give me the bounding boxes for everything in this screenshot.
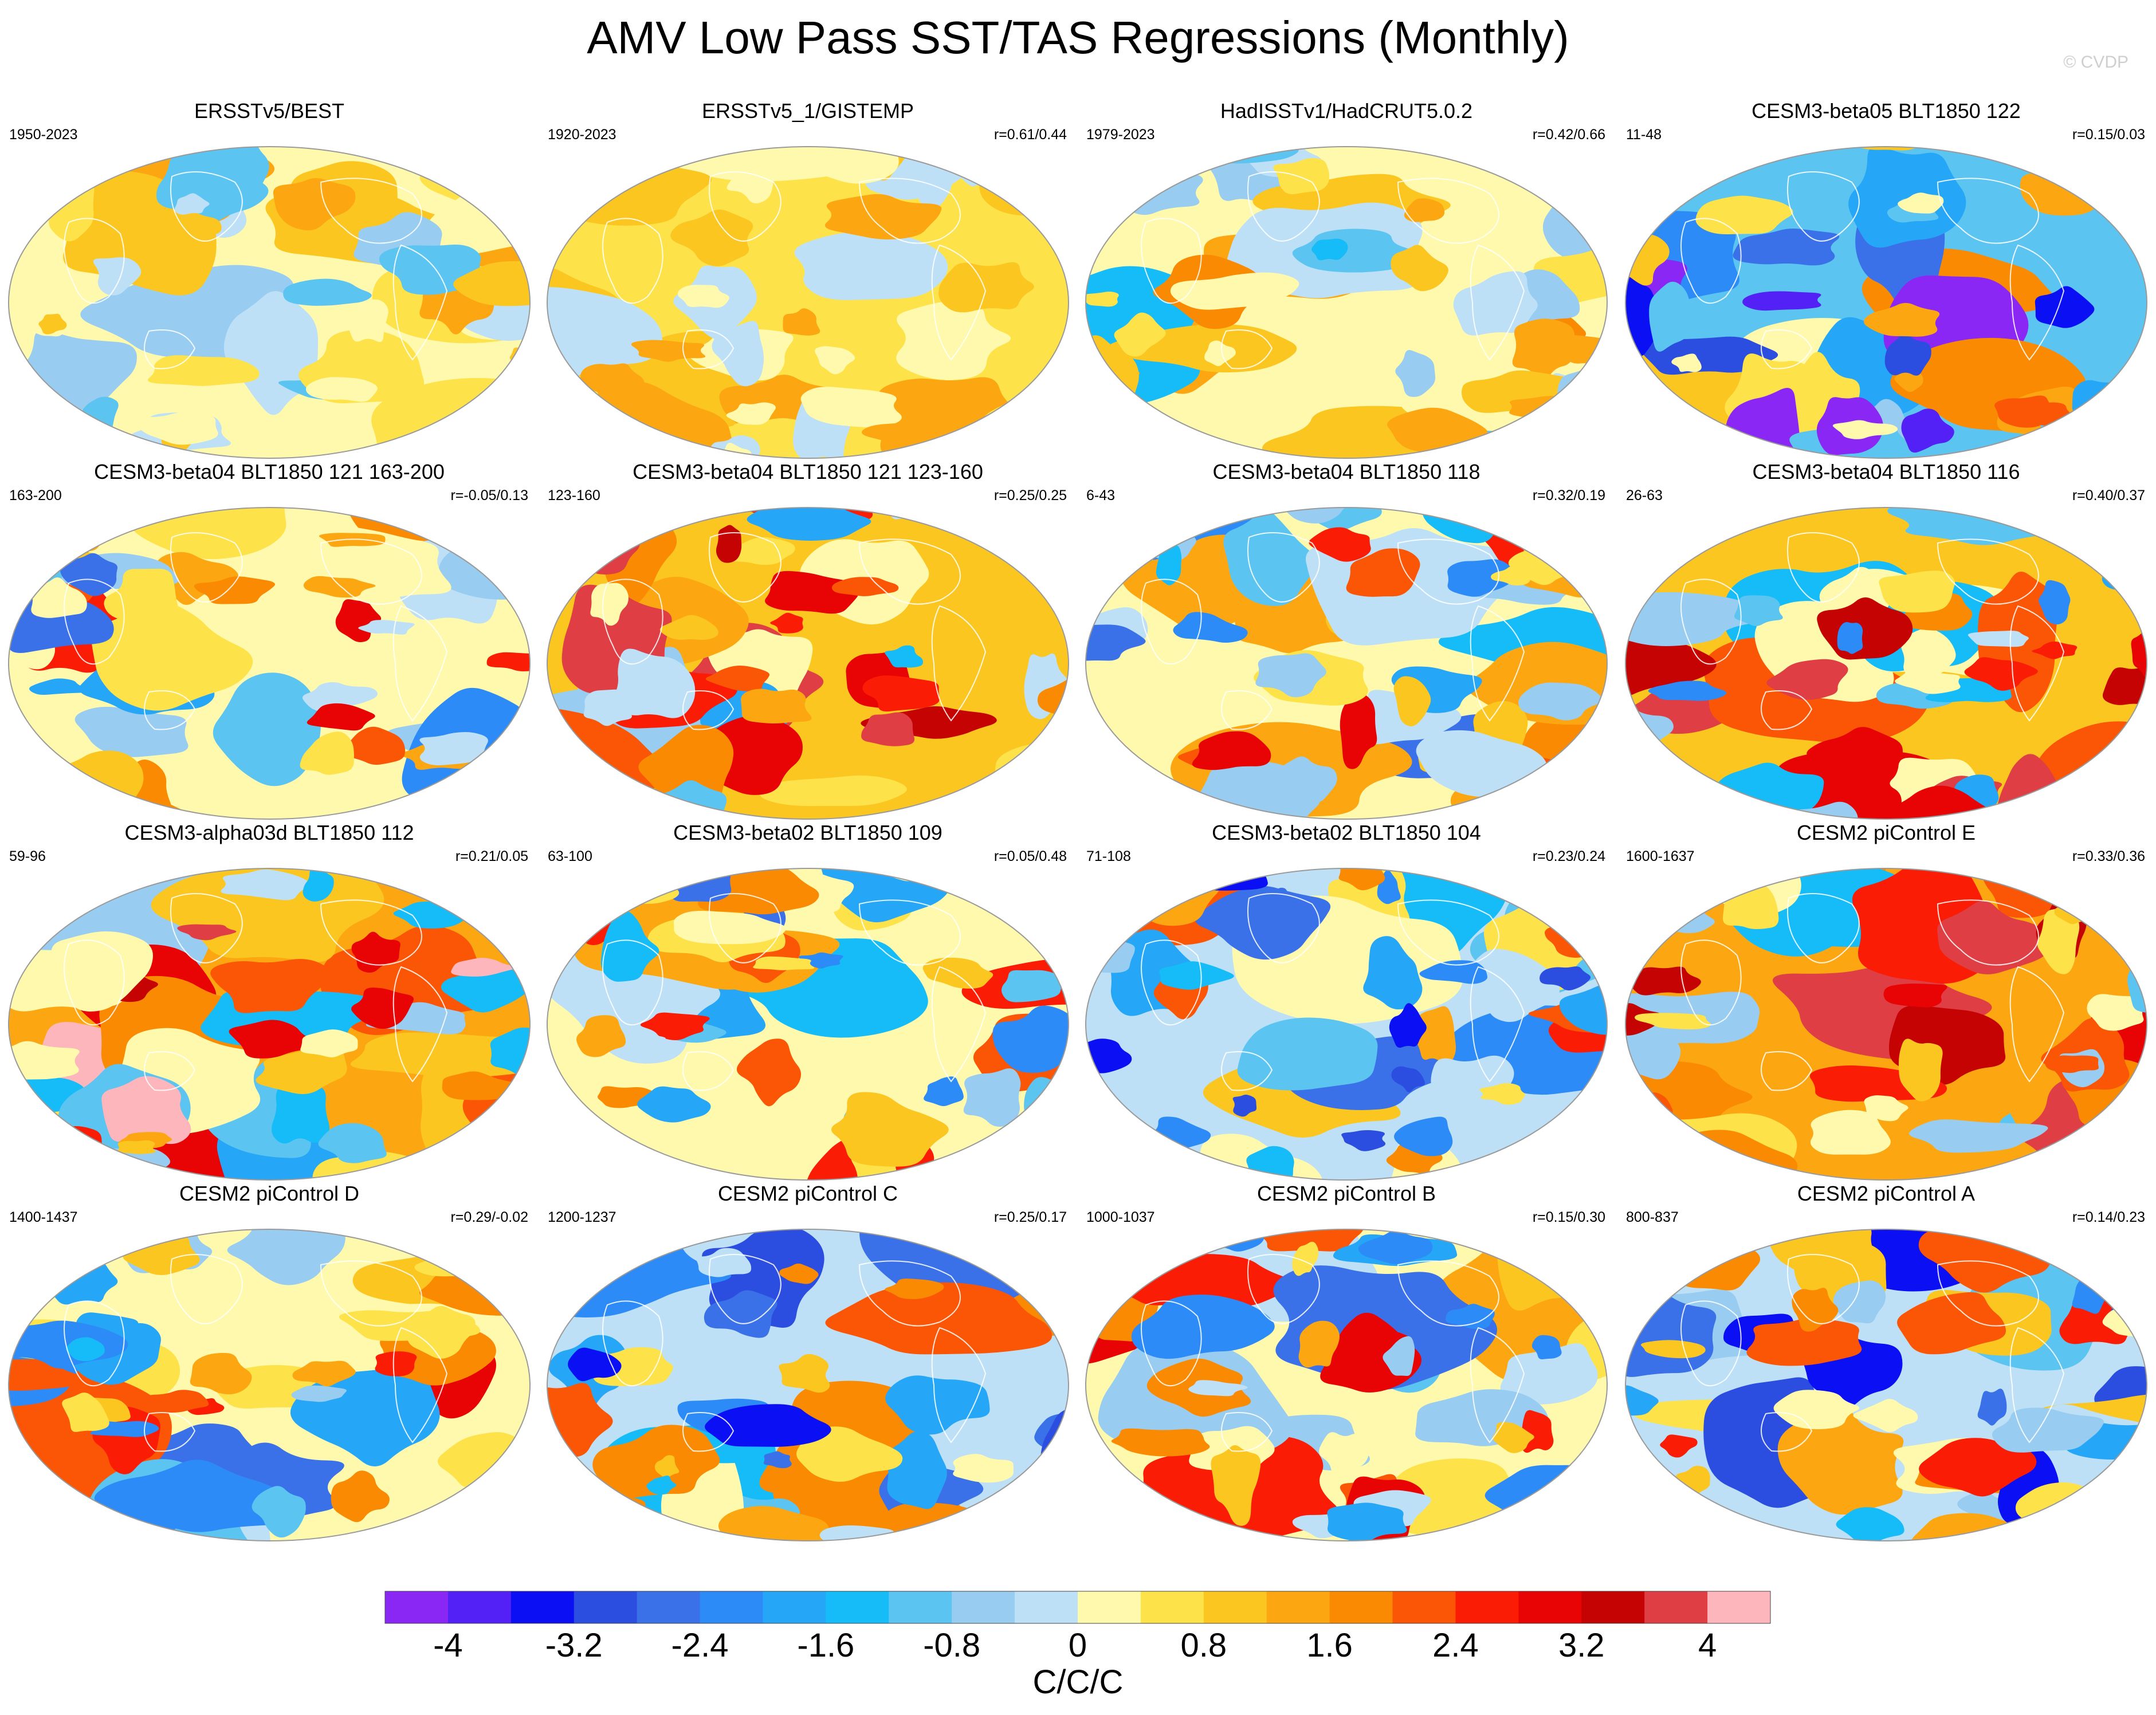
map-panel: CESM3-beta04 BLT1850 116 26-63 r=0.40/0.37 [1617,459,2155,826]
panel-correlation: r=0.05/0.48 [993,848,1067,864]
colorbar-units: C/C/C [1032,1663,1124,1701]
map-panel: CESM2 piControl A 800-837 r=0.14/0.23 [1617,1181,2155,1548]
colorbar-tick-label: -3.2 [545,1627,603,1664]
map-panel: ERSSTv5_1/GISTEMP 1920-2023 r=0.61/0.44 [539,99,1077,465]
panel-years: 71-108 [1086,848,1131,864]
panel-title: CESM3-beta05 BLT1850 122 [1751,99,2021,123]
regression-map [547,507,1069,820]
map-panel: CESM2 piControl C 1200-1237 r=0.25/0.17 [539,1181,1077,1548]
panel-title: CESM3-beta04 BLT1850 121 163-200 [94,460,445,483]
panel-years: 1950-2023 [9,127,78,143]
panel-correlation: r=0.40/0.37 [2072,487,2145,504]
panel-years: 26-63 [1626,487,1663,504]
panel-years: 1600-1637 [1626,848,1695,864]
panel-correlation: r=0.33/0.36 [2072,848,2145,864]
regression-map [547,868,1069,1181]
panel-years: 1200-1237 [548,1209,616,1225]
panel-title: CESM3-beta02 BLT1850 104 [1212,821,1481,844]
panel-years: 1400-1437 [9,1209,78,1225]
map-panel: CESM3-beta04 BLT1850 121 123-160 123-160 r… [539,459,1077,826]
panel-correlation: r=0.29/-0.02 [450,1209,528,1225]
regression-map [8,868,531,1181]
regression-map [1625,1229,2147,1541]
panel-correlation: r=0.14/0.23 [2072,1209,2145,1225]
colorbar-tick-label: -0.8 [923,1627,981,1664]
map-panel: CESM3-beta05 BLT1850 122 11-48 r=0.15/0.03 [1617,99,2155,465]
panel-years: 6-43 [1086,487,1116,504]
panel-title: CESM2 piControl A [1797,1182,1976,1205]
panel-correlation: r=0.61/0.44 [993,127,1067,143]
regression-map [1085,146,1608,459]
panel-title: CESM2 piControl E [1796,821,1976,844]
colorbar-tick-label: -4 [433,1627,463,1664]
panel-title: CESM3-beta02 BLT1850 109 [673,821,942,844]
panel-title: CESM2 piControl B [1256,1182,1436,1205]
panel-years: 1979-2023 [1086,127,1155,143]
map-panel: HadISSTv1/HadCRUT5.0.2 1979-2023 r=0.42/0.… [1077,99,1616,465]
panel-title: CESM2 piControl C [717,1182,898,1205]
panel-years: 123-160 [548,487,600,504]
panel-correlation: r=0.32/0.19 [1532,487,1605,504]
regression-map [1085,868,1608,1181]
map-panel: CESM3-beta04 BLT1850 121 163-200 163-200 r… [0,459,539,826]
panel-correlation: r=-0.05/0.13 [450,487,528,504]
regression-map [8,1229,531,1541]
panel-correlation: r=0.25/0.17 [993,1209,1067,1225]
panel-correlation: r=0.23/0.24 [1532,848,1605,864]
regression-map [8,507,531,820]
panel-years: 63-100 [548,848,592,864]
colorbar-tick-label: 0.8 [1180,1627,1227,1664]
watermark: © CVDP [2063,53,2128,72]
panel-title: CESM3-beta04 BLT1850 116 [1752,460,2020,483]
colorbar-tick-label: 3.2 [1558,1627,1605,1664]
panel-years: 1000-1037 [1086,1209,1155,1225]
regression-map [547,1229,1069,1541]
panel-title: HadISSTv1/HadCRUT5.0.2 [1220,99,1473,123]
panel-correlation: r=0.15/0.03 [2072,127,2145,143]
panel-years: 59-96 [9,848,46,864]
colorbar-tick-label: 2.4 [1432,1627,1479,1664]
regression-map [8,146,531,459]
panel-title: ERSSTv5_1/GISTEMP [701,99,914,123]
panel-title: CESM3-beta04 BLT1850 118 [1212,460,1480,483]
colorbar-tick-label: -1.6 [797,1627,855,1664]
panel-years: 1920-2023 [548,127,616,143]
regression-map [1085,507,1608,820]
map-panel: CESM3-beta02 BLT1850 109 63-100 r=0.05/0.4… [539,820,1077,1187]
colorbar-tick-label: -2.4 [671,1627,729,1664]
page-title: AMV Low Pass SST/TAS Regressions (Monthl… [587,12,1569,63]
panel-correlation: r=0.15/0.30 [1532,1209,1605,1225]
map-panel: CESM3-alpha03d BLT1850 112 59-96 r=0.21/0.… [0,820,539,1187]
panel-title: ERSSTv5/BEST [194,99,345,123]
map-panel: ERSSTv5/BEST 1950-2023 [0,99,539,465]
panel-correlation: r=0.21/0.05 [455,848,528,864]
regression-map [1085,1229,1608,1541]
regression-map [547,146,1069,459]
regression-map [1625,146,2147,459]
map-panel: CESM2 piControl D 1400-1437 r=0.29/-0.02 [0,1181,539,1548]
map-panel: CESM2 piControl E 1600-1637 r=0.33/0.36 [1617,820,2155,1187]
colorbar-tick-label: 4 [1698,1627,1717,1664]
colorbar-tick-label: 0 [1068,1627,1087,1664]
map-panel: CESM2 piControl B 1000-1037 r=0.15/0.30 [1077,1181,1616,1548]
panel-years: 11-48 [1626,127,1662,143]
map-panel: CESM3-beta04 BLT1850 118 6-43 r=0.32/0.19 [1077,459,1616,826]
panel-years: 163-200 [9,487,62,504]
panel-correlation: r=0.42/0.66 [1532,127,1605,143]
regression-map [1625,868,2147,1181]
regression-map [1625,507,2147,820]
panel-title: CESM3-alpha03d BLT1850 112 [124,821,414,844]
panel-correlation: r=0.25/0.25 [993,487,1067,504]
panel-years: 800-837 [1626,1209,1679,1225]
panel-title: CESM2 piControl D [179,1182,360,1205]
colorbar-tick-label: 1.6 [1306,1627,1353,1664]
panel-title: CESM3-beta04 BLT1850 121 123-160 [633,460,983,483]
map-panel: CESM3-beta02 BLT1850 104 71-108 r=0.23/0.2… [1077,820,1616,1187]
